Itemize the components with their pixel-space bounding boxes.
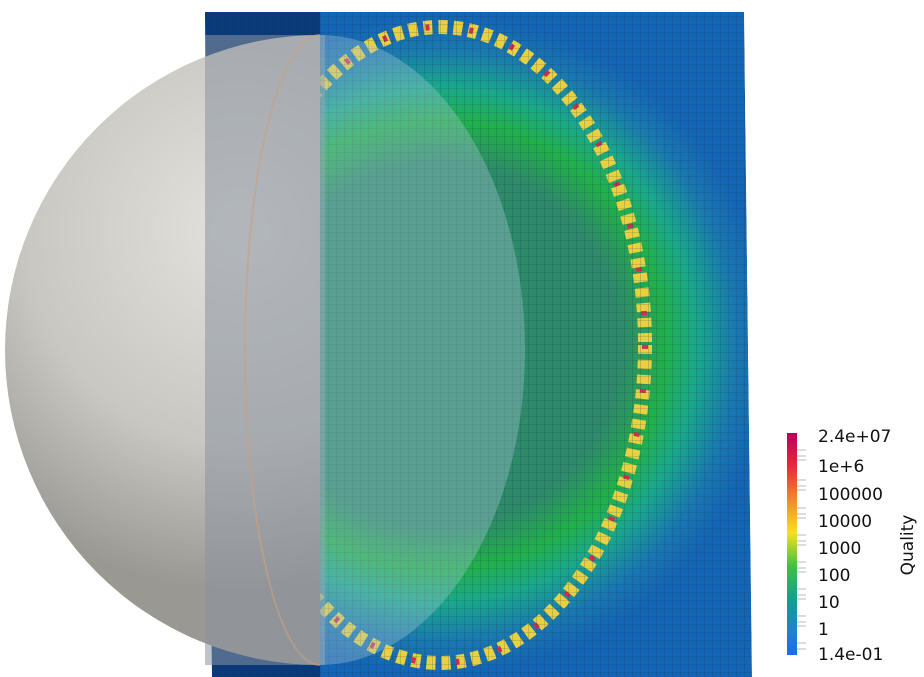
legend-label: 1e+6 bbox=[818, 457, 864, 477]
color-bar bbox=[787, 433, 797, 655]
legend-title: Quality bbox=[898, 515, 918, 576]
legend-label: 10 bbox=[818, 593, 840, 613]
render-view: 2.4e+07 1e+6 100000 10000 1000 100 10 1 … bbox=[0, 0, 924, 677]
legend-label: 100000 bbox=[818, 485, 883, 505]
legend-label: 1 bbox=[818, 620, 829, 640]
legend-label: 100 bbox=[818, 566, 850, 586]
legend-label: 1000 bbox=[818, 539, 861, 559]
legend-label: 1.4e-01 bbox=[818, 645, 883, 665]
sphere-overlap bbox=[205, 35, 325, 665]
legend-label: 2.4e+07 bbox=[818, 427, 891, 447]
color-legend: 2.4e+07 1e+6 100000 10000 1000 100 10 1 … bbox=[787, 427, 918, 665]
legend-label: 10000 bbox=[818, 512, 872, 532]
